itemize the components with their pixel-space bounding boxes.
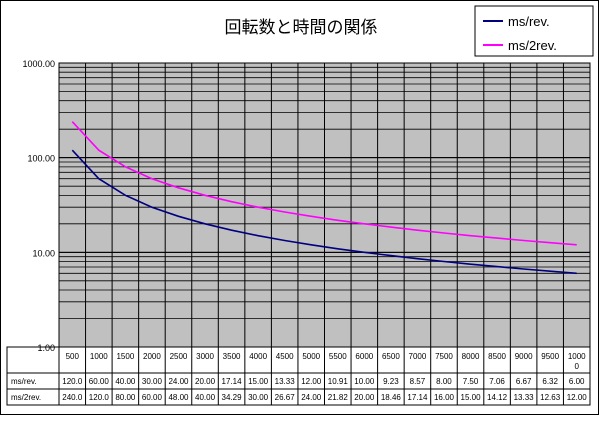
table-cell: 48.00 bbox=[168, 393, 189, 402]
table-cell: 21.82 bbox=[328, 393, 349, 402]
x-category-label: 9000 bbox=[515, 352, 533, 361]
series-line-1 bbox=[71, 149, 577, 275]
table-cell: 80.00 bbox=[115, 393, 136, 402]
table-cell: 9.23 bbox=[383, 377, 399, 386]
x-category-label: 6500 bbox=[382, 352, 400, 361]
table-cell: 20.00 bbox=[195, 377, 216, 386]
table-border bbox=[6, 346, 591, 406]
y-tick-labels: 1000.00 100.00 10.00 1.00 bbox=[22, 59, 55, 353]
y-tick-label: 1.00 bbox=[37, 343, 55, 353]
x-category-label: 4000 bbox=[249, 352, 267, 361]
series-line-2 bbox=[71, 121, 577, 246]
table-cell: 24.00 bbox=[168, 377, 189, 386]
vertical-grid-lines bbox=[58, 63, 591, 405]
table-cell: 10.91 bbox=[328, 377, 349, 386]
x-category-label: 8500 bbox=[488, 352, 506, 361]
x-category-label: 7000 bbox=[409, 352, 427, 361]
table-cell: 8.57 bbox=[410, 377, 426, 386]
table-cell: 6.00 bbox=[569, 377, 585, 386]
x-category-label: 8000 bbox=[462, 352, 480, 361]
table-cell: 13.33 bbox=[514, 393, 535, 402]
legend: ms/rev. ms/2rev. bbox=[474, 5, 594, 57]
table-cell: 10.00 bbox=[354, 377, 375, 386]
table-cell: 120.0 bbox=[62, 377, 83, 386]
table-cell: 30.00 bbox=[142, 377, 163, 386]
table-cell: 120.0 bbox=[89, 393, 110, 402]
table-cell: 30.00 bbox=[248, 393, 269, 402]
table-cell: 24.00 bbox=[301, 393, 322, 402]
x-category-label: 3000 bbox=[196, 352, 214, 361]
table-series-name: ms/2rev. bbox=[11, 393, 41, 402]
table-cell: 12.00 bbox=[567, 393, 588, 402]
x-category-label: 0 bbox=[574, 362, 579, 371]
table-cell: 16.00 bbox=[434, 393, 455, 402]
table-cell: 6.67 bbox=[516, 377, 532, 386]
table-cell: 15.00 bbox=[461, 393, 482, 402]
x-category-label: 3500 bbox=[223, 352, 241, 361]
legend-label: ms/2rev. bbox=[508, 38, 557, 53]
table-cell: 26.67 bbox=[275, 393, 296, 402]
legend-label: ms/rev. bbox=[508, 14, 550, 29]
chart-title: 回転数と時間の関係 bbox=[225, 18, 378, 37]
table-cell: 13.33 bbox=[275, 377, 296, 386]
table-cell: 240.0 bbox=[62, 393, 83, 402]
table-cell: 12.00 bbox=[301, 377, 322, 386]
table-cell: 14.12 bbox=[487, 393, 508, 402]
table-cell: 12.63 bbox=[540, 393, 561, 402]
table-cell: 7.50 bbox=[463, 377, 479, 386]
x-category-label: 1000 bbox=[568, 352, 586, 361]
y-tick-label: 100.00 bbox=[27, 154, 55, 164]
x-category-label: 2000 bbox=[143, 352, 161, 361]
x-category-label: 1000 bbox=[90, 352, 108, 361]
x-category-label: 6000 bbox=[355, 352, 373, 361]
y-tick-label: 10.00 bbox=[32, 248, 55, 258]
series-lines bbox=[71, 121, 577, 275]
table-series-name: ms/rev. bbox=[11, 377, 37, 386]
table-cell: 40.00 bbox=[115, 377, 136, 386]
table-cell: 7.06 bbox=[489, 377, 505, 386]
table-cell: 40.00 bbox=[195, 393, 216, 402]
x-category-label: 4500 bbox=[276, 352, 294, 361]
table-cell: 60.00 bbox=[89, 377, 110, 386]
table-cell: 60.00 bbox=[142, 393, 163, 402]
y-tick-label: 1000.00 bbox=[22, 59, 55, 69]
table-cell: 20.00 bbox=[354, 393, 375, 402]
table-cell: 17.14 bbox=[222, 377, 243, 386]
legend-box bbox=[474, 5, 594, 57]
x-category-label: 1500 bbox=[116, 352, 134, 361]
table-cell: 6.32 bbox=[542, 377, 558, 386]
x-category-label: 7500 bbox=[435, 352, 453, 361]
table-cell: 17.14 bbox=[407, 393, 428, 402]
table-cell: 15.00 bbox=[248, 377, 269, 386]
x-category-label: 9500 bbox=[541, 352, 559, 361]
data-table: 500 1000 1500 2000 2500 3000 3500 4000 4500 5000 5… bbox=[6, 346, 591, 406]
table-cell: 18.46 bbox=[381, 393, 402, 402]
table-cell: 8.00 bbox=[436, 377, 452, 386]
table-cell: 34.29 bbox=[222, 393, 243, 402]
x-category-label: 2500 bbox=[170, 352, 188, 361]
x-category-label: 500 bbox=[66, 352, 80, 361]
x-category-label: 5500 bbox=[329, 352, 347, 361]
x-category-label: 5000 bbox=[302, 352, 320, 361]
